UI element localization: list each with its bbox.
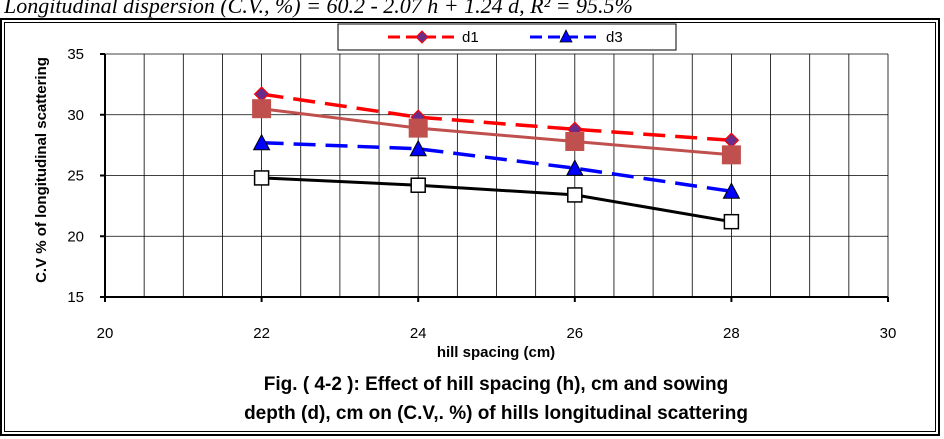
y-tick-label: 35 <box>67 46 84 63</box>
point-marker-3 <box>722 182 741 199</box>
y-tick-label: 15 <box>67 289 84 306</box>
point-marker-2 <box>721 145 741 165</box>
legend-label-d1: d1 <box>462 29 479 46</box>
legend-marker-d1 <box>415 30 429 44</box>
x-tick-label: 24 <box>410 325 427 342</box>
x-tick-label: 20 <box>97 325 114 342</box>
point-marker-1 <box>253 86 270 102</box>
series-line-1 <box>261 92 732 143</box>
series-line-2 <box>261 107 732 157</box>
legend-marker-d3 <box>559 29 573 43</box>
point-marker-4 <box>253 170 270 186</box>
x-tick-label: 30 <box>880 325 897 342</box>
tick-labels: 20 22 24 26 28 30 15 20 25 30 35 <box>67 46 896 342</box>
point-marker-4 <box>723 213 740 230</box>
series-line-3 <box>261 140 732 194</box>
point-marker-4 <box>410 177 426 193</box>
axes <box>100 53 889 302</box>
series-lines <box>252 86 741 230</box>
formula-header: Longitudinal dispersion (C.V., %) = 60.2… <box>4 0 633 18</box>
legend: d1 d3 <box>337 23 677 51</box>
grid-lines <box>104 53 889 298</box>
figure-caption-line-2: depth (d), cm on (C.V,. %) of hills long… <box>244 403 748 424</box>
chart-frame-outer <box>0 18 940 436</box>
figure-caption-line-1: Fig. ( 4-2 ): Effect of hill spacing (h)… <box>264 374 728 395</box>
series-line-4 <box>261 176 732 224</box>
x-tick-label: 28 <box>723 325 740 342</box>
x-tick-label: 22 <box>253 325 270 342</box>
point-marker-3 <box>409 139 428 157</box>
y-axis-title: C.V % of longitudinal scattering <box>33 57 50 283</box>
x-axis-title: hill spacing (cm) <box>437 344 555 361</box>
point-marker-2 <box>408 118 428 138</box>
point-marker-2 <box>565 131 585 151</box>
y-tick-label: 20 <box>67 228 84 245</box>
y-tick-label: 30 <box>67 107 84 124</box>
chart-frame-inner <box>4 22 936 432</box>
point-marker-1 <box>723 132 740 149</box>
point-marker-3 <box>252 133 271 151</box>
point-marker-2 <box>252 99 272 119</box>
x-tick-label: 26 <box>566 325 583 342</box>
point-marker-3 <box>565 159 584 176</box>
y-tick-label: 25 <box>67 168 84 185</box>
point-marker-4 <box>567 187 583 203</box>
legend-label-d3: d3 <box>606 29 623 46</box>
